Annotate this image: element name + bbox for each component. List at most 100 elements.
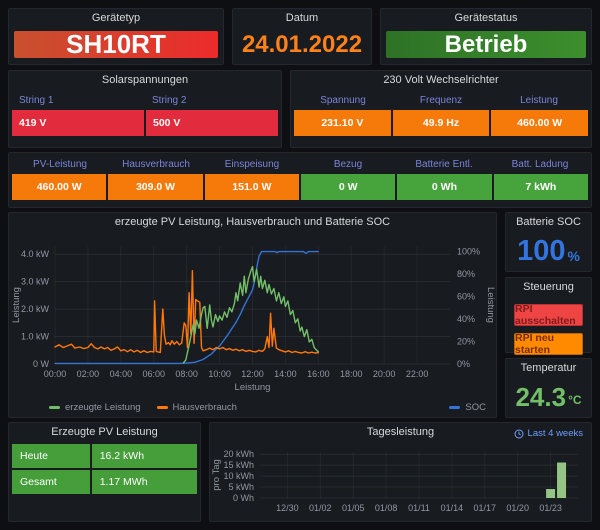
panel-title-solarspannungen: Solarspannungen (101, 74, 189, 86)
svg-text:04:00: 04:00 (110, 369, 133, 379)
panel-geraetetyp: Gerätetyp SH10RT (8, 8, 224, 65)
svg-text:0 W: 0 W (33, 359, 50, 369)
legend-item-erzeugte-leistung[interactable]: erzeugte Leistung (49, 402, 141, 413)
svg-text:Leistung: Leistung (11, 287, 22, 323)
leistung-value: 460.00 W (491, 110, 589, 136)
svg-text:01/17: 01/17 (474, 503, 497, 513)
svg-text:02:00: 02:00 (77, 369, 100, 379)
temperature-value: 24.3 (515, 382, 567, 412)
panel-steuerung: Steuerung RPI ausschalten RPI neu starte… (505, 277, 592, 356)
col-header-hausverbrauch: Hausverbrauch (122, 159, 190, 170)
rpi-ausschalten-button[interactable]: RPI ausschalten (514, 303, 583, 327)
col-header-batt-ladung: Batt. Ladung (511, 159, 569, 170)
pv-soc-chart: 00:00 02:00 04:00 06:00 08:00 10:00 12:00 14:00… (11, 246, 496, 393)
batterie-entl-value: 0 Wh (397, 174, 492, 200)
chart-legend: erzeugte Leistung Hausverbrauch SOC (49, 402, 486, 413)
col-header-string2: String 2 (152, 95, 187, 106)
batt-ladung-value: 7 kWh (493, 174, 588, 200)
temperature-stat: 24.3 °C (506, 381, 591, 413)
svg-text:60%: 60% (457, 292, 475, 302)
legend-label: SOC (465, 402, 486, 413)
svg-text:22:00: 22:00 (406, 369, 429, 379)
svg-text:100%: 100% (457, 247, 480, 257)
pv-energy-gesamt-value: 1.17 MWh (91, 470, 197, 494)
legend-swatch-green (49, 406, 60, 409)
battery-soc-stat: 100 % (506, 235, 591, 267)
chart-title: erzeugte PV Leistung, Hausverbrauch und … (114, 216, 391, 228)
einspeisung-value: 151.0 W (204, 174, 299, 200)
pv-energy-heute-value: 16.2 kWh (91, 444, 197, 468)
svg-text:16:00: 16:00 (307, 369, 330, 379)
pv-leistung-value: 460.00 W (12, 174, 107, 200)
panel-energy-stats: PV-Leistung Hausverbrauch Einspeisung Be… (8, 152, 592, 208)
time-range-badge[interactable]: Last 4 weeks (514, 428, 583, 439)
svg-text:01/23: 01/23 (539, 503, 562, 513)
svg-text:00:00: 00:00 (44, 369, 67, 379)
svg-text:15 kWh: 15 kWh (223, 460, 254, 470)
panel-title-temperatur: Temperatur (520, 362, 577, 374)
frequenz-value: 49.9 Hz (392, 110, 490, 136)
svg-text:80%: 80% (457, 269, 475, 279)
svg-text:3.0 kW: 3.0 kW (21, 277, 50, 287)
panel-title-geraetetyp: Gerätetyp (91, 12, 141, 24)
col-header-batterie-entl: Batterie Entl. (415, 159, 473, 170)
svg-text:Leistung: Leistung (235, 382, 271, 393)
svg-text:40%: 40% (457, 314, 475, 324)
svg-text:10:00: 10:00 (208, 369, 231, 379)
panel-title-steuerung: Steuerung (523, 281, 574, 293)
panel-title-tagesleistung: Tagesleistung (366, 426, 435, 438)
svg-text:Leistung: Leistung (485, 287, 496, 323)
svg-text:18:00: 18:00 (340, 369, 363, 379)
svg-text:20%: 20% (457, 337, 475, 347)
col-header-pv-leistung: PV-Leistung (33, 159, 87, 170)
time-range-label: Last 4 weeks (527, 428, 583, 439)
svg-text:08:00: 08:00 (175, 369, 198, 379)
svg-text:12:00: 12:00 (241, 369, 264, 379)
panel-temperatur: Temperatur 24.3 °C (505, 358, 592, 418)
panel-title-datum: Datum (285, 12, 319, 24)
col-header-einspeisung: Einspeisung (224, 159, 280, 170)
svg-text:14:00: 14:00 (274, 369, 297, 379)
pv-energy-gesamt-label: Gesamt (12, 470, 90, 494)
rpi-neu-starten-button[interactable]: RPI neu starten (514, 332, 583, 356)
legend-swatch-blue (449, 406, 461, 409)
svg-text:12/30: 12/30 (276, 503, 299, 513)
panel-title-wechselrichter: 230 Volt Wechselrichter (383, 74, 499, 86)
panel-title-geraetestatus: Gerätestatus (454, 12, 518, 24)
panel-erzeugte-pv-leistung: Erzeugte PV Leistung Heute 16.2 kWh Gesa… (8, 422, 201, 522)
panel-pv-soc-chart: erzeugte PV Leistung, Hausverbrauch und … (8, 212, 497, 418)
svg-text:01/05: 01/05 (342, 503, 365, 513)
col-header-string1: String 1 (19, 95, 54, 106)
spannung-value: 231.10 V (294, 110, 391, 136)
panel-title-batterie-soc: Batterie SOC (516, 216, 581, 228)
svg-text:01/02: 01/02 (309, 503, 332, 513)
col-header-leistung: Leistung (520, 95, 558, 106)
legend-item-soc[interactable]: SOC (449, 402, 486, 413)
battery-soc-value: 100 (517, 234, 566, 267)
date-value: 24.01.2022 (241, 30, 363, 58)
svg-text:20 kWh: 20 kWh (223, 449, 254, 459)
device-type-value: SH10RT (14, 29, 218, 59)
legend-item-hausverbrauch[interactable]: Hausverbrauch (156, 402, 237, 413)
svg-text:2.0 kW: 2.0 kW (21, 304, 50, 314)
panel-datum: Datum 24.01.2022 (232, 8, 372, 65)
svg-text:06:00: 06:00 (142, 369, 165, 379)
string2-value: 500 V (146, 110, 278, 136)
legend-label: Hausverbrauch (172, 402, 237, 413)
bezug-value: 0 W (300, 174, 396, 200)
clock-icon (514, 429, 524, 438)
panel-solarspannungen: Solarspannungen String 1 String 2 419 V … (8, 70, 282, 148)
device-status-value: Betrieb (386, 31, 586, 58)
panel-geraetestatus: Gerätestatus Betrieb (380, 8, 592, 65)
panel-batterie-soc: Batterie SOC 100 % (505, 212, 592, 272)
legend-label: erzeugte Leistung (65, 402, 141, 413)
svg-text:01/20: 01/20 (506, 503, 529, 513)
svg-text:10 kWh: 10 kWh (223, 471, 254, 481)
panel-wechselrichter: 230 Volt Wechselrichter Spannung Frequen… (290, 70, 592, 148)
col-header-bezug: Bezug (333, 159, 363, 170)
svg-text:0%: 0% (457, 359, 470, 369)
svg-text:20:00: 20:00 (373, 369, 396, 379)
col-header-spannung: Spannung (320, 95, 366, 106)
svg-text:1.0 kW: 1.0 kW (21, 332, 50, 342)
